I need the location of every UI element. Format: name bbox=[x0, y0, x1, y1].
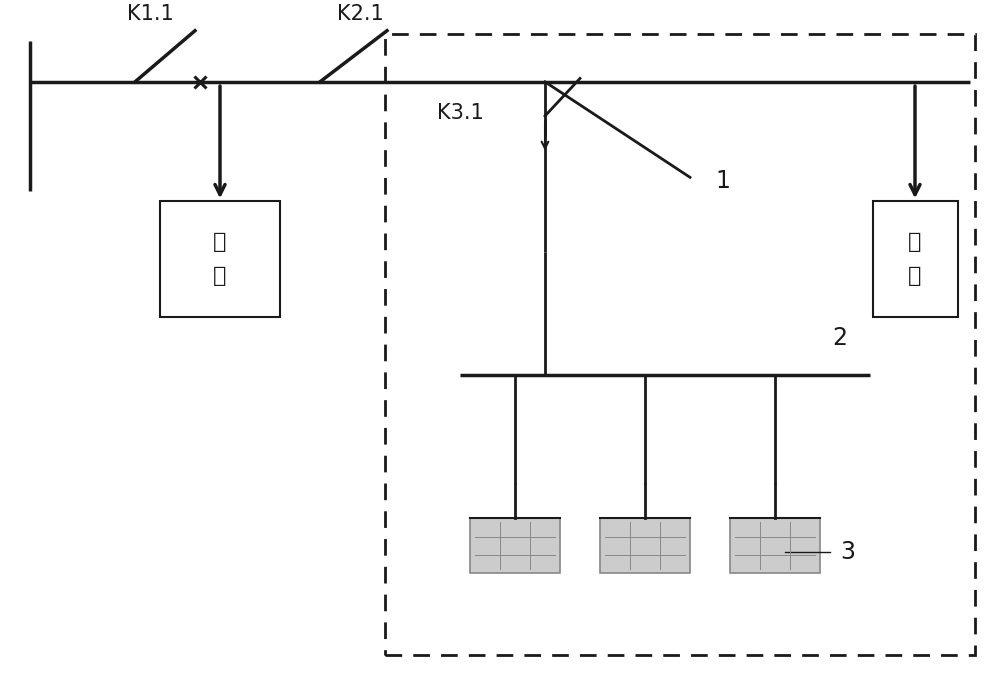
Text: 荷: 荷 bbox=[213, 266, 227, 286]
Bar bbox=[470, 518, 560, 573]
Text: 負: 負 bbox=[908, 232, 922, 252]
Text: 2: 2 bbox=[832, 325, 848, 350]
Bar bbox=[600, 518, 690, 573]
Bar bbox=[872, 201, 958, 317]
Text: 荷: 荷 bbox=[908, 266, 922, 286]
Text: 負: 負 bbox=[213, 232, 227, 252]
Text: K1.1: K1.1 bbox=[127, 4, 173, 24]
Text: K3.1: K3.1 bbox=[437, 102, 483, 123]
Bar bbox=[730, 518, 820, 573]
Text: 3: 3 bbox=[840, 540, 855, 565]
Bar bbox=[160, 201, 280, 317]
Text: K2.1: K2.1 bbox=[337, 4, 383, 24]
Bar bbox=[385, 34, 975, 655]
Text: 1: 1 bbox=[715, 168, 730, 193]
